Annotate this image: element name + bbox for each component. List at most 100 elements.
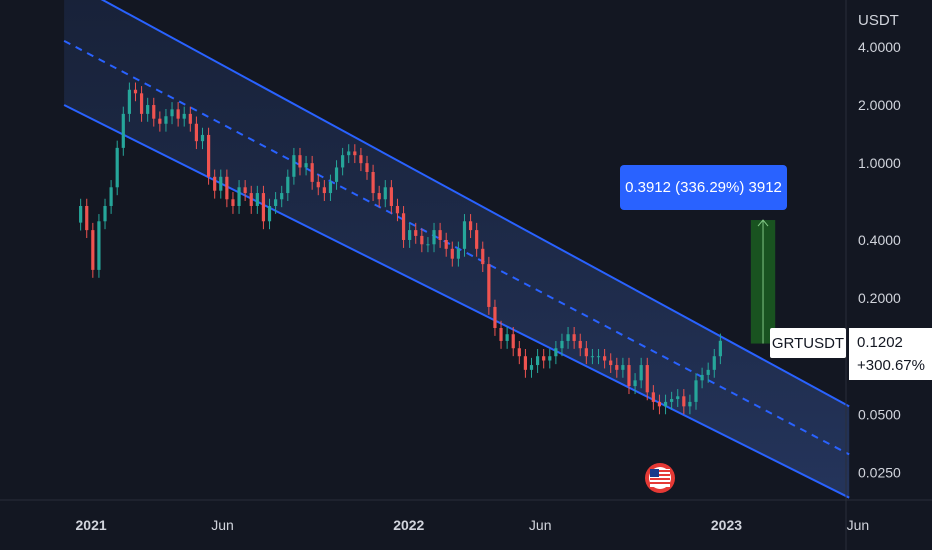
candle (127, 82, 131, 122)
candle-body (280, 193, 284, 200)
candle (444, 232, 448, 257)
candle-body (535, 356, 540, 366)
candle (389, 180, 393, 214)
price-axis[interactable]: 4.0000 2.0000 1.0000 0.4000 0.2000 0.0500 0.02… (858, 39, 901, 481)
candle (310, 155, 314, 190)
candle-body (621, 365, 625, 370)
candle-body (438, 230, 442, 240)
time-axis[interactable]: 2021 Jun 2022 Jun 2023 Jun (76, 517, 870, 533)
candle (676, 389, 680, 407)
candle-body (389, 187, 393, 206)
candle (395, 198, 400, 222)
candle-body (408, 230, 412, 240)
candle (316, 174, 320, 196)
time-tick-label: Jun (847, 517, 870, 533)
candle-body (572, 334, 576, 341)
time-tick-label: 2022 (393, 517, 424, 533)
candle-body (596, 356, 601, 358)
candle (322, 180, 326, 201)
candle (164, 109, 168, 132)
candle-body (304, 163, 308, 168)
price-currency-label: USDT (858, 12, 899, 29)
candle (347, 144, 351, 164)
candle (688, 394, 692, 415)
candle (596, 348, 601, 365)
candle-body (444, 239, 448, 249)
channel-fill (64, 0, 850, 498)
candle-body (103, 205, 107, 222)
candle-body (584, 348, 588, 357)
candle (255, 185, 259, 214)
candle (450, 241, 454, 267)
candle-body (499, 328, 503, 341)
candle-body (164, 116, 168, 124)
candle-body (121, 113, 125, 148)
candle-body (310, 163, 314, 182)
candle-body (127, 89, 131, 114)
candle (249, 185, 253, 214)
candle (572, 326, 576, 349)
us-flag-icon (645, 463, 675, 493)
candle (426, 237, 430, 253)
channel-mid-line[interactable] (63, 39, 850, 456)
price-tick-label: 0.2000 (858, 290, 901, 306)
candle (109, 180, 113, 214)
candle-body (420, 235, 424, 245)
candle (121, 106, 125, 156)
candle-body (639, 365, 643, 381)
price-tick-label: 2.0000 (858, 97, 901, 113)
price-tick-label: 0.0500 (858, 406, 901, 422)
candle-body (566, 334, 570, 341)
candle-body (316, 181, 320, 188)
candle (603, 348, 607, 369)
candle (298, 147, 302, 176)
measure-tool[interactable] (750, 219, 776, 344)
candle (243, 180, 247, 201)
candle-body (578, 340, 582, 349)
candle (499, 320, 503, 349)
candle (517, 341, 521, 365)
candle-body (383, 187, 387, 200)
measure-arrow-head (757, 219, 769, 227)
candle-body (542, 356, 546, 361)
candle-body (79, 205, 83, 223)
parallel-channel[interactable] (63, 0, 850, 499)
candle (615, 357, 619, 378)
candle-body (219, 176, 223, 191)
candle-body (688, 401, 692, 407)
candle (627, 357, 631, 395)
candle-body (627, 365, 631, 387)
candle-body (468, 221, 473, 231)
candle (158, 111, 162, 132)
candle-body (718, 340, 722, 357)
candle (560, 333, 564, 357)
candle (651, 385, 655, 410)
candle (182, 106, 186, 127)
price-tick-label: 0.4000 (858, 232, 901, 248)
price-tick-label: 1.0000 (858, 155, 901, 171)
candle-body (450, 248, 454, 259)
candle-body (517, 348, 521, 357)
candle-body (194, 123, 199, 142)
candle (237, 180, 241, 214)
candle-body (231, 199, 235, 206)
candle-body (481, 248, 485, 265)
channel-lower-line[interactable] (63, 104, 850, 499)
candle-body (706, 369, 710, 375)
candle-body (200, 134, 205, 142)
candle (194, 116, 199, 150)
candle (663, 394, 668, 415)
candle-body (334, 167, 339, 182)
candle-body (255, 193, 259, 206)
channel-upper-line[interactable] (64, 0, 850, 408)
candle-body (432, 230, 436, 245)
candle-body (213, 176, 217, 191)
candle-body (645, 365, 649, 393)
candle (280, 185, 284, 208)
candle-body (341, 155, 345, 168)
candle-body (206, 134, 211, 177)
candle (146, 97, 150, 122)
candle-body (694, 380, 698, 402)
candle-body (322, 187, 326, 194)
